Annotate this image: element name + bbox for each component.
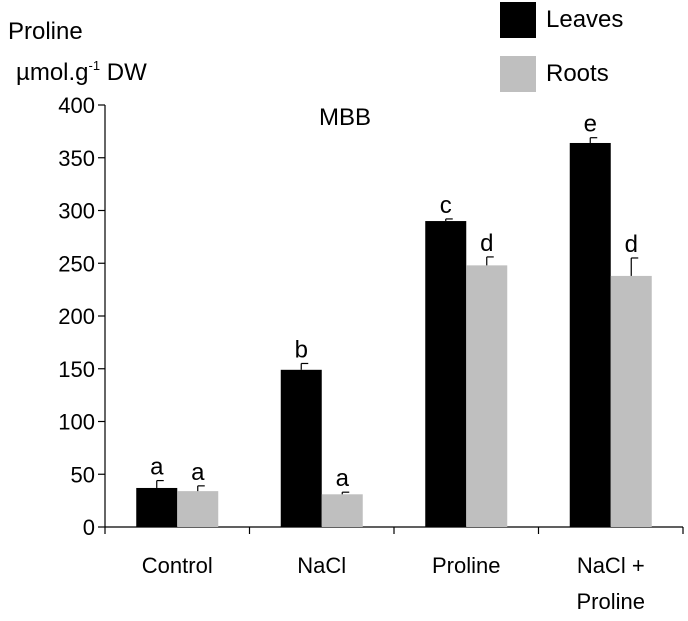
bar-leaves: [136, 488, 177, 527]
bar-leaves: [570, 143, 611, 527]
y-tick-label: 200: [58, 304, 95, 329]
y-tick-label: 50: [71, 462, 95, 487]
y-tick-label: 0: [83, 515, 95, 540]
x-category-label: NaCl +: [577, 553, 645, 578]
bar-roots: [177, 491, 218, 527]
chart-title: MBB: [319, 104, 371, 131]
y-tick-label: 100: [58, 410, 95, 435]
significance-letter: a: [336, 465, 350, 492]
significance-letter: a: [150, 454, 164, 481]
bar-roots: [466, 265, 507, 527]
significance-letter: e: [584, 111, 597, 138]
bar-leaves: [425, 221, 466, 527]
y-tick-label: 400: [58, 93, 95, 118]
significance-letter: b: [295, 336, 308, 363]
x-category-label: Proline: [577, 589, 645, 614]
bar-roots: [611, 276, 652, 527]
significance-letter: d: [625, 231, 638, 258]
significance-letter: d: [480, 230, 493, 257]
x-category-label: Control: [142, 553, 213, 578]
y-tick-label: 250: [58, 251, 95, 276]
bar-leaves: [281, 370, 322, 527]
significance-letter: c: [440, 192, 452, 219]
y-tick-label: 350: [58, 146, 95, 171]
y-tick-label: 150: [58, 357, 95, 382]
y-tick-label: 300: [58, 199, 95, 224]
significance-letter: a: [191, 459, 205, 486]
x-category-label: Proline: [432, 553, 500, 578]
bar-roots: [322, 494, 363, 527]
x-category-label: NaCl: [297, 553, 346, 578]
